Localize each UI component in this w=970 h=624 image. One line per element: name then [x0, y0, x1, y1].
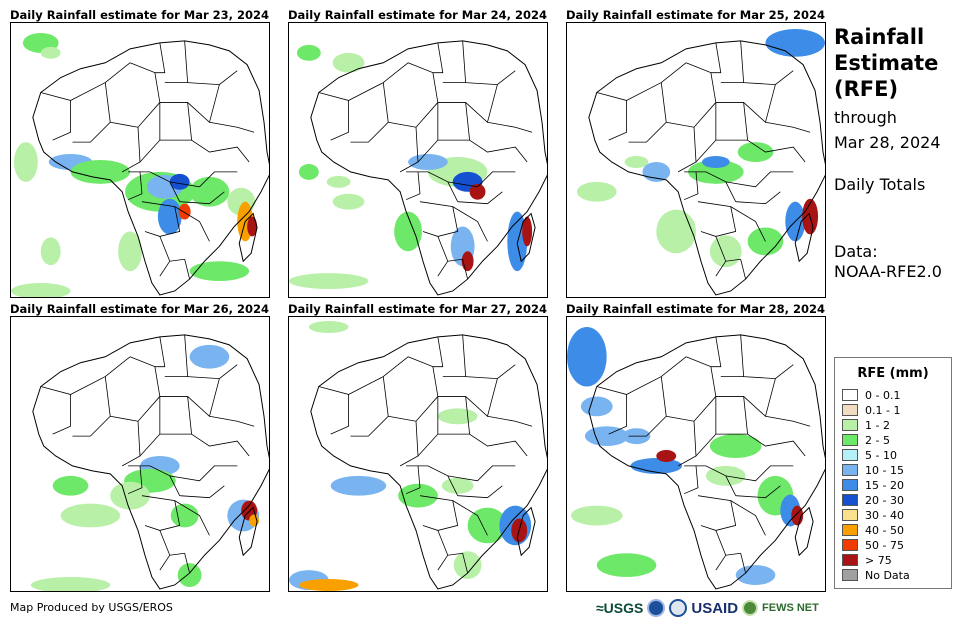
legend-item: 20 - 30 — [842, 493, 904, 507]
legend-item: 10 - 15 — [842, 463, 904, 477]
legend-item: 0 - 0.1 — [842, 388, 900, 402]
legend-swatch — [842, 389, 858, 401]
map-panel-title: Daily Rainfall estimate for Mar 27, 2024 — [288, 302, 548, 316]
legend-swatch — [842, 404, 858, 416]
legend-swatch — [842, 419, 858, 431]
noaa-logo-icon — [647, 599, 666, 617]
legend-item: No Data — [842, 568, 910, 582]
legend-label: 50 - 75 — [865, 538, 904, 552]
legend-swatch — [842, 434, 858, 446]
fews-globe-icon — [742, 600, 759, 616]
daily-totals-label: Daily Totals — [834, 175, 926, 194]
credit-text: Map Produced by USGS/EROS — [10, 601, 173, 614]
legend-label: 0 - 0.1 — [865, 388, 901, 402]
map-panel-title: Daily Rainfall estimate for Mar 28, 2024 — [566, 302, 826, 316]
legend-title-block: Rainfall Estimate (RFE) through Mar 28, … — [834, 24, 964, 152]
usaid-logo: USAID — [691, 599, 739, 617]
legend-label: No Data — [865, 568, 910, 582]
legend-label: > 75 — [865, 553, 892, 567]
legend-swatch — [842, 494, 858, 506]
legend-swatch — [842, 449, 858, 461]
legend-label: 10 - 15 — [865, 463, 904, 477]
main-title-line1: Rainfall — [834, 25, 925, 49]
usgs-logo: ≈USGS — [596, 600, 644, 616]
map-panel-title: Daily Rainfall estimate for Mar 26, 2024 — [10, 302, 270, 316]
legend-label: 30 - 40 — [865, 508, 904, 522]
map-panel-title: Daily Rainfall estimate for Mar 23, 2024 — [10, 8, 270, 22]
legend-label: 5 - 10 — [865, 448, 897, 462]
legend-swatch — [842, 554, 858, 566]
map-panel: Daily Rainfall estimate for Mar 24, 2024 — [288, 8, 548, 302]
map-panel-title: Daily Rainfall estimate for Mar 25, 2024 — [566, 8, 826, 22]
data-source: Data: NOAA-RFE2.0 — [834, 242, 942, 282]
map-panel: Daily Rainfall estimate for Mar 28, 2024 — [566, 302, 826, 596]
main-title-line3: (RFE) — [834, 77, 899, 101]
legend-item: 1 - 2 — [842, 418, 890, 432]
dos-seal-icon — [669, 599, 688, 617]
legend-item: 30 - 40 — [842, 508, 904, 522]
legend-title: RFE (mm) — [857, 366, 929, 381]
legend-item: 5 - 10 — [842, 448, 897, 462]
through-label: through — [834, 108, 897, 127]
legend-swatch — [842, 479, 858, 491]
rainfall-map — [10, 316, 270, 592]
map-panel: Daily Rainfall estimate for Mar 26, 2024 — [10, 302, 270, 596]
rainfall-map — [566, 22, 826, 298]
map-panel: Daily Rainfall estimate for Mar 25, 2024 — [566, 8, 826, 302]
legend-item: 40 - 50 — [842, 523, 904, 537]
legend-item: > 75 — [842, 553, 892, 567]
rainfall-map — [288, 316, 548, 592]
data-label: Data: — [834, 242, 878, 261]
legend-label: 0.1 - 1 — [865, 403, 901, 417]
main-title-line2: Estimate — [834, 51, 939, 75]
legend-label: 20 - 30 — [865, 493, 904, 507]
fews-net-logo: FEWS NET — [762, 602, 819, 614]
rainfall-map — [566, 316, 826, 592]
legend-label: 2 - 5 — [865, 433, 890, 447]
legend-swatch — [842, 569, 858, 581]
legend-swatch — [842, 539, 858, 551]
data-source-name: NOAA-RFE2.0 — [834, 262, 942, 281]
legend-item: 2 - 5 — [842, 433, 890, 447]
rainfall-map — [288, 22, 548, 298]
partner-logos: ≈USGS USAID FEWS NET — [596, 598, 819, 618]
legend-label: 15 - 20 — [865, 478, 904, 492]
legend-swatch — [842, 524, 858, 536]
legend-item: 15 - 20 — [842, 478, 904, 492]
legend-swatch — [842, 509, 858, 521]
map-panel-title: Daily Rainfall estimate for Mar 24, 2024 — [288, 8, 548, 22]
through-date: Mar 28, 2024 — [834, 133, 941, 152]
legend-label: 1 - 2 — [865, 418, 890, 432]
legend-item: 50 - 75 — [842, 538, 904, 552]
map-panel: Daily Rainfall estimate for Mar 27, 2024 — [288, 302, 548, 596]
legend-swatch — [842, 464, 858, 476]
legend-item: 0.1 - 1 — [842, 403, 900, 417]
rainfall-map — [10, 22, 270, 298]
legend-label: 40 - 50 — [865, 523, 904, 537]
map-panel: Daily Rainfall estimate for Mar 23, 2024 — [10, 8, 270, 302]
